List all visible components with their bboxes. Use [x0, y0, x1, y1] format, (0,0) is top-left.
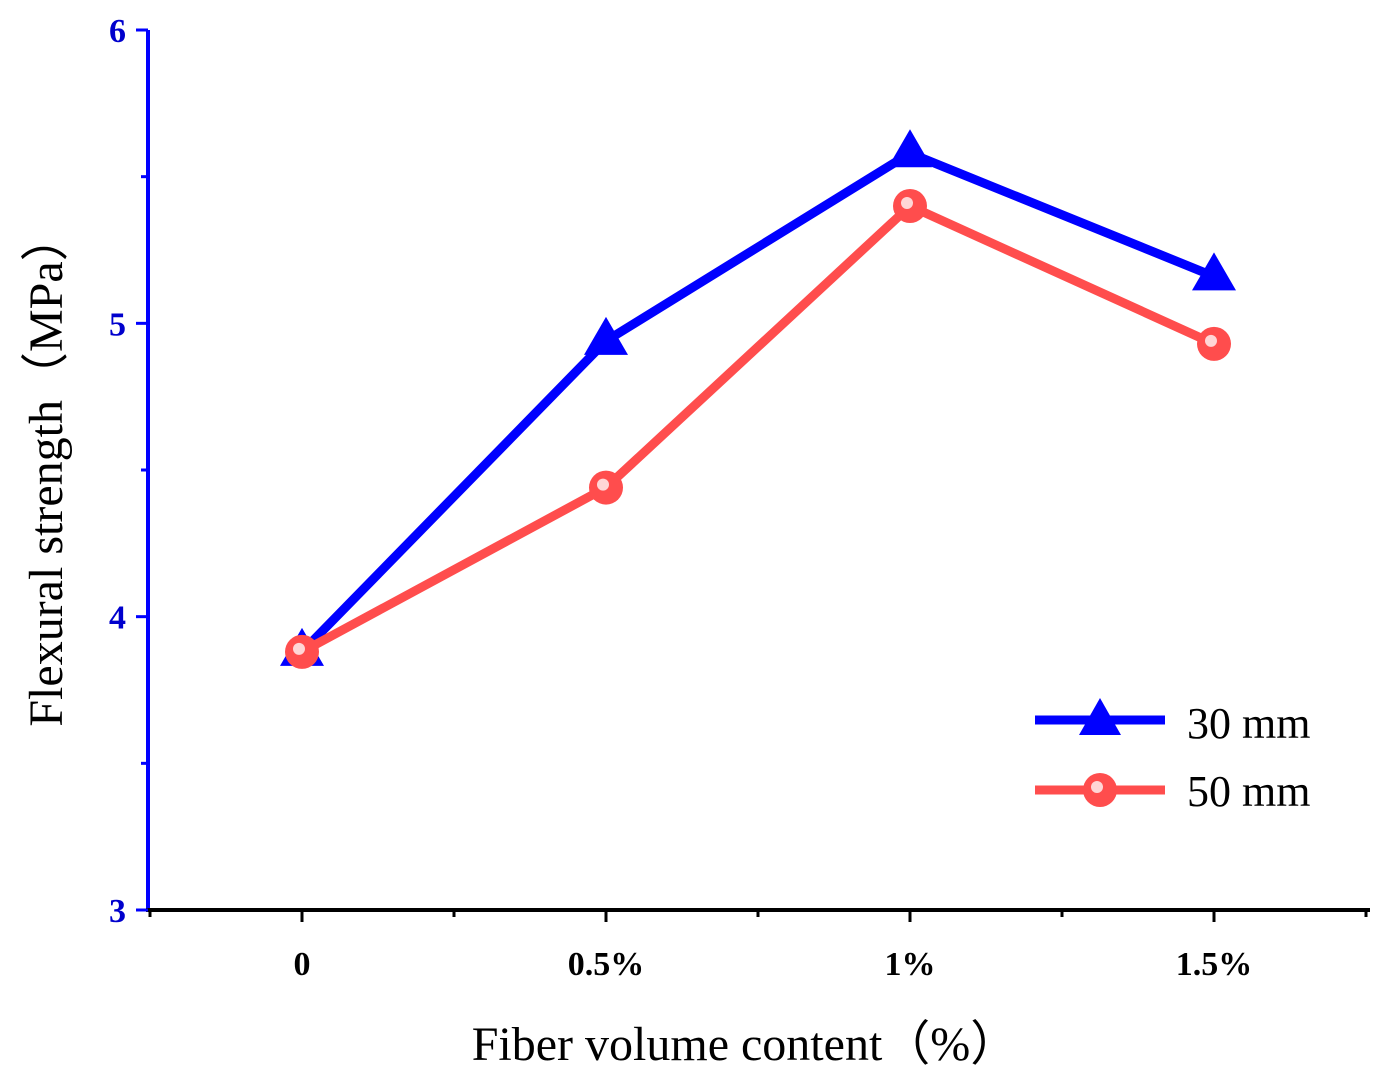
- x-tick-label: 1%: [885, 946, 936, 983]
- legend-circle-highlight-icon: [1091, 781, 1103, 793]
- data-point-highlight: [901, 197, 913, 209]
- series-layer: [280, 129, 1236, 669]
- legend-label-50mm: 50 mm: [1187, 767, 1310, 816]
- legend-triangle-marker-icon: [1079, 698, 1121, 735]
- data-point-highlight: [597, 478, 609, 491]
- series-50-mm: [285, 189, 1231, 669]
- y-tick-label: 4: [109, 600, 126, 637]
- x-tick-label: 0: [294, 946, 311, 983]
- y-ticks: 3 4 5 6: [109, 13, 148, 930]
- data-point-highlight: [1205, 334, 1217, 347]
- y-tick-label: 6: [109, 13, 126, 50]
- x-ticks: 0 0.5% 1% 1.5%: [148, 910, 1368, 983]
- x-tick-label: 1.5%: [1176, 946, 1253, 983]
- data-point-triangle: [1192, 252, 1236, 291]
- data-point-highlight: [293, 642, 305, 655]
- series-30-mm: [280, 129, 1236, 666]
- y-tick-label: 5: [109, 306, 126, 343]
- y-tick-label: 3: [109, 893, 126, 930]
- x-axis-title: Fiber volume content（%）: [472, 1018, 1019, 1071]
- data-point-triangle: [888, 129, 932, 168]
- legend: 30 mm 50 mm: [1035, 698, 1310, 816]
- data-point-triangle: [584, 316, 628, 355]
- series-line: [299, 201, 1216, 656]
- legend-label-30mm: 30 mm: [1187, 699, 1310, 748]
- x-tick-label: 0.5%: [568, 946, 645, 983]
- series-line: [298, 148, 1216, 656]
- y-axis-title: Flexural strength（MPa）: [20, 213, 73, 726]
